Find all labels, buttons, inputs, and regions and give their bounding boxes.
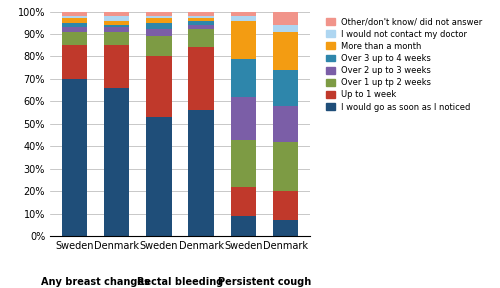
- Bar: [230, 12, 256, 16]
- Legend: Other/don't know/ did not answer, I would not contact my doctor, More than a mon: Other/don't know/ did not answer, I woul…: [324, 16, 484, 113]
- Bar: [273, 191, 298, 220]
- Bar: [188, 20, 214, 25]
- Text: Persistent cough: Persistent cough: [218, 276, 311, 287]
- Bar: [273, 25, 298, 32]
- Bar: [104, 16, 130, 20]
- Bar: [188, 18, 214, 20]
- Bar: [230, 16, 256, 20]
- Bar: [62, 23, 87, 27]
- Bar: [104, 45, 130, 88]
- Bar: [188, 48, 214, 110]
- Bar: [230, 20, 256, 59]
- Bar: [188, 16, 214, 18]
- Text: Rectal bleeding: Rectal bleeding: [137, 276, 223, 287]
- Bar: [62, 79, 87, 236]
- Bar: [104, 25, 130, 27]
- Bar: [62, 45, 87, 79]
- Bar: [146, 56, 172, 117]
- Bar: [62, 27, 87, 32]
- Bar: [188, 110, 214, 236]
- Bar: [146, 117, 172, 236]
- Bar: [104, 88, 130, 236]
- Bar: [146, 16, 172, 18]
- Bar: [62, 12, 87, 16]
- Bar: [230, 140, 256, 187]
- Bar: [104, 20, 130, 25]
- Bar: [146, 18, 172, 23]
- Bar: [62, 16, 87, 18]
- Bar: [146, 36, 172, 56]
- Bar: [230, 59, 256, 97]
- Bar: [104, 27, 130, 32]
- Bar: [188, 29, 214, 48]
- Bar: [273, 32, 298, 70]
- Bar: [273, 142, 298, 191]
- Bar: [104, 12, 130, 16]
- Bar: [146, 29, 172, 36]
- Bar: [273, 70, 298, 106]
- Bar: [62, 32, 87, 45]
- Bar: [188, 25, 214, 29]
- Text: Any breast changes: Any breast changes: [41, 276, 150, 287]
- Bar: [146, 12, 172, 16]
- Bar: [62, 18, 87, 23]
- Bar: [230, 97, 256, 140]
- Bar: [273, 106, 298, 142]
- Bar: [230, 216, 256, 236]
- Bar: [273, 12, 298, 25]
- Bar: [146, 23, 172, 29]
- Bar: [188, 12, 214, 16]
- Bar: [273, 220, 298, 236]
- Bar: [230, 187, 256, 216]
- Bar: [104, 32, 130, 45]
